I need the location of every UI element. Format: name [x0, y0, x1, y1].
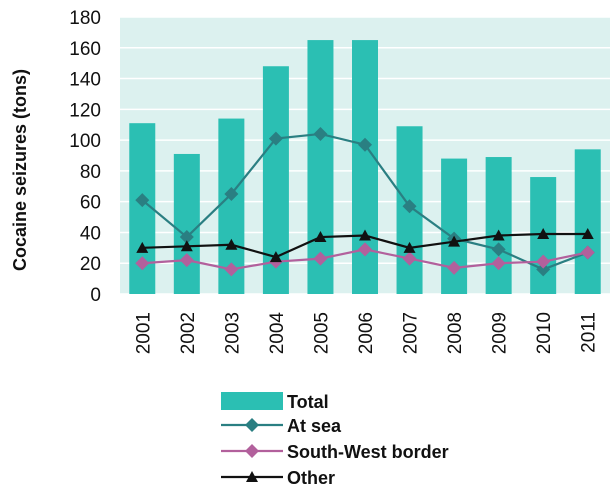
y-tick-label: 100: [69, 131, 101, 152]
legend-label-other: Other: [287, 468, 335, 488]
x-tick-label: 2005: [311, 312, 332, 354]
point-other-2004: [269, 251, 282, 263]
y-tick-label: 60: [80, 193, 101, 214]
point-south-west-border-2010: [536, 254, 551, 269]
point-south-west-border-2011: [580, 245, 595, 260]
point-other-2010: [537, 227, 550, 239]
bar-total-2002: [173, 153, 200, 294]
y-tick-label: 80: [80, 162, 101, 183]
x-tick-label: 2004: [267, 312, 288, 355]
point-other-2005: [314, 231, 327, 243]
series-lines: [135, 126, 595, 277]
x-tick-label: 2002: [178, 312, 199, 354]
legend-marker-at-sea: [245, 418, 259, 432]
y-tick-label: 20: [80, 254, 101, 275]
point-at-sea-2002: [179, 230, 194, 245]
point-other-2011: [581, 227, 594, 239]
point-south-west-border-2003: [224, 262, 239, 277]
x-tick-label: 2010: [534, 312, 555, 354]
y-axis-label: Cocaine seizures (tons): [10, 69, 30, 271]
legend-swatch-total: [221, 392, 283, 410]
point-south-west-border-2009: [491, 256, 506, 271]
y-tick-label: 120: [69, 100, 101, 121]
x-axis-ticks: 2001 2002 2003 2004 2005 2006 2007 2008 2009 2010…: [133, 312, 599, 355]
point-at-sea-2009: [491, 242, 506, 257]
x-tick-label: 2008: [445, 312, 466, 354]
x-tick-label: 2006: [356, 312, 377, 354]
x-tick-label: 2001: [133, 312, 154, 354]
point-south-west-border-2002: [179, 253, 194, 268]
point-at-sea-2005: [313, 126, 328, 141]
point-south-west-border-2001: [135, 256, 150, 271]
point-south-west-border-2008: [447, 260, 462, 275]
y-axis-ticks: 0 20 40 60 80 100 120 140 160 180: [69, 8, 101, 306]
point-at-sea-2006: [358, 137, 372, 152]
point-other-2006: [359, 229, 371, 241]
bar-total-2011: [574, 149, 601, 294]
point-other-2002: [180, 240, 193, 252]
point-at-sea-2010: [536, 262, 551, 277]
point-at-sea-2003: [224, 186, 239, 201]
x-tick-label: 2011: [579, 312, 600, 353]
point-at-sea-2004: [268, 131, 283, 146]
y-tick-label: 140: [69, 70, 101, 91]
legend-marker-other: [246, 471, 258, 482]
point-other-2008: [448, 235, 461, 247]
x-tick-label: 2007: [401, 312, 422, 354]
point-at-sea-2001: [135, 193, 150, 208]
legend-marker-south-west-border: [245, 444, 259, 458]
legend-label-at-sea: At sea: [287, 416, 342, 436]
point-other-2001: [136, 241, 149, 253]
y-tick-label: 160: [69, 39, 101, 60]
point-other-2007: [403, 241, 416, 253]
x-tick-label: 2003: [222, 312, 243, 354]
bar-total-2009: [485, 157, 512, 294]
legend: Total At sea South-West border Other: [221, 392, 449, 488]
x-tick-label: 2009: [490, 312, 511, 354]
y-tick-label: 0: [90, 285, 101, 306]
point-other-2009: [492, 229, 505, 241]
point-other-2003: [225, 238, 238, 250]
point-south-west-border-2006: [358, 242, 372, 257]
point-south-west-border-2007: [402, 251, 417, 266]
y-tick-label: 40: [80, 223, 101, 244]
legend-label-total: Total: [287, 392, 329, 412]
point-at-sea-2007: [402, 199, 417, 214]
legend-label-south-west-border: South-West border: [287, 442, 449, 462]
y-tick-label: 180: [69, 8, 101, 29]
point-south-west-border-2005: [313, 251, 328, 266]
